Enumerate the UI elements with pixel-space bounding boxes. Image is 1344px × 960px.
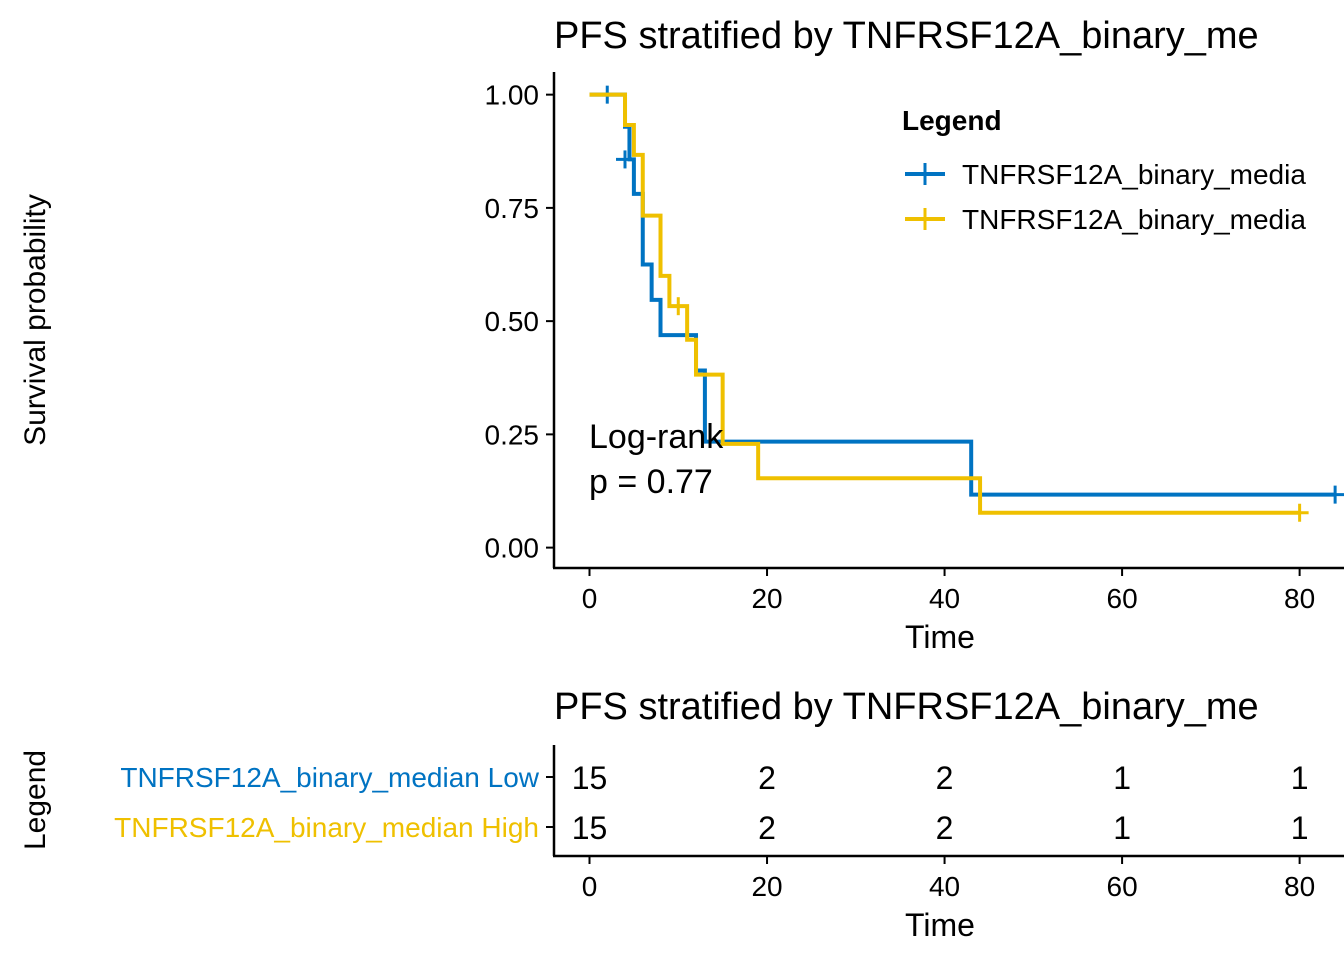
km-x-tick-label: 80 <box>1284 583 1315 614</box>
km-curve-low <box>589 92 1336 497</box>
risk-cell: 1 <box>1113 760 1131 796</box>
km-title: PFS stratified by TNFRSF12A_binary_me <box>554 15 1259 57</box>
risk-cell: 2 <box>936 760 954 796</box>
risk-x-tick-label: 80 <box>1284 871 1315 902</box>
legend-entry-low: TNFRSF12A_binary_media <box>905 159 1306 190</box>
risk-x-tick-label: 0 <box>582 871 598 902</box>
km-y-tick-label: 0.50 <box>485 306 540 337</box>
km-y-tick-label: 1.00 <box>485 80 540 111</box>
km-y-tick-label: 0.75 <box>485 193 540 224</box>
risk-row-label: TNFRSF12A_binary_median Low <box>120 762 539 793</box>
km-plot-panel: PFS stratified by TNFRSF12A_binary_me Su… <box>19 15 1344 655</box>
risk-cell: 1 <box>1113 810 1131 846</box>
km-x-tick-label: 0 <box>582 583 598 614</box>
risk-table-panel: PFS stratified by TNFRSF12A_binary_me Le… <box>19 686 1344 943</box>
legend-label-high: TNFRSF12A_binary_media <box>962 204 1306 235</box>
km-x-tick-label: 20 <box>751 583 782 614</box>
risk-table-x-axis-label: Time <box>905 907 975 943</box>
risk-cell: 1 <box>1291 810 1309 846</box>
risk-cell: 15 <box>572 760 608 796</box>
km-y-axis-label: Survival probability <box>19 194 52 446</box>
log-rank-label: Log-rank <box>589 418 724 456</box>
legend-title: Legend <box>902 105 1002 136</box>
log-rank-p-value: p = 0.77 <box>589 463 713 501</box>
km-y-tick-label: 0.00 <box>485 533 540 564</box>
risk-table-title: PFS stratified by TNFRSF12A_binary_me <box>554 686 1259 728</box>
legend-label-low: TNFRSF12A_binary_media <box>962 159 1306 190</box>
km-y-tick-label: 0.25 <box>485 419 540 450</box>
log-rank-annotation: Log-rank p = 0.77 <box>589 418 724 501</box>
risk-x-tick-label: 20 <box>751 871 782 902</box>
km-legend: Legend TNFRSF12A_binary_media TNFRSF12A_… <box>902 105 1306 235</box>
risk-cell: 1 <box>1291 760 1309 796</box>
km-x-tick-label: 60 <box>1107 583 1138 614</box>
risk-cell: 2 <box>758 810 776 846</box>
risk-cell: 15 <box>572 810 608 846</box>
km-x-tick-label: 40 <box>929 583 960 614</box>
risk-x-tick-label: 40 <box>929 871 960 902</box>
risk-table-y-axis-label: Legend <box>19 750 52 850</box>
risk-row-label: TNFRSF12A_binary_median High <box>114 812 539 843</box>
risk-cell: 2 <box>758 760 776 796</box>
risk-x-tick-label: 60 <box>1107 871 1138 902</box>
risk-cell: 2 <box>936 810 954 846</box>
legend-entry-high: TNFRSF12A_binary_media <box>905 204 1306 235</box>
km-x-axis-label: Time <box>905 619 975 655</box>
